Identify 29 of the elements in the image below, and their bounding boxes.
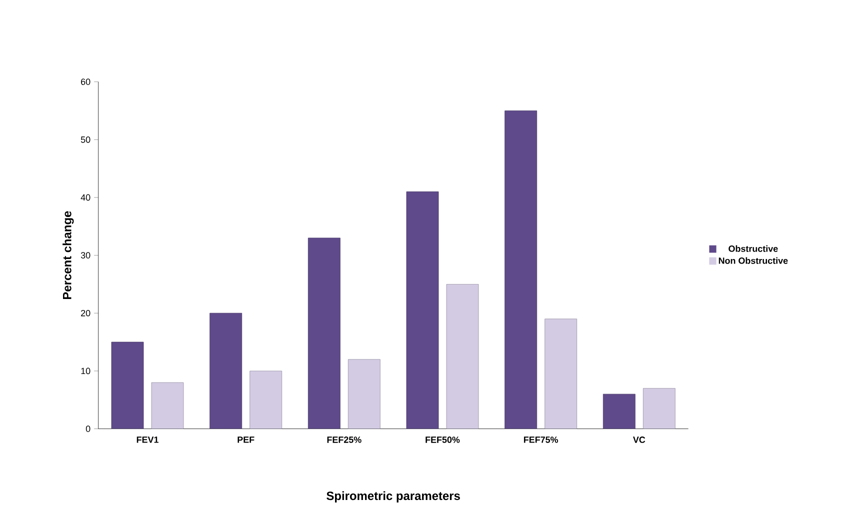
y-tick-label: 10	[81, 368, 90, 374]
y-tick-label: 40	[80, 194, 90, 201]
x-tick-label: FEF25%	[327, 436, 362, 444]
bar	[210, 313, 242, 429]
bar	[446, 284, 479, 429]
bar	[151, 382, 184, 429]
bar	[544, 318, 578, 429]
y-tick-label: 30	[80, 252, 90, 259]
x-tick-label: VC	[633, 436, 646, 444]
bar	[406, 192, 439, 429]
bar	[642, 388, 676, 429]
y-axis-title: Percent change	[62, 211, 74, 300]
bar	[348, 359, 380, 429]
bar	[602, 394, 636, 429]
x-axis-title: Spirometric parameters	[326, 491, 460, 503]
x-tick-label: FEV1	[136, 436, 158, 443]
y-tick-label: 0	[86, 426, 90, 432]
legend-label: Obstructive	[728, 245, 778, 252]
bar	[111, 342, 144, 429]
bar	[504, 110, 538, 429]
x-tick-label: FEF75%	[524, 436, 558, 444]
y-tick-label: 20	[81, 310, 90, 316]
bar	[308, 238, 340, 429]
x-tick-label: FEF50%	[426, 436, 460, 444]
bar	[250, 370, 282, 429]
legend-label: Non Obstructive	[718, 257, 788, 264]
x-tick-label: PEF	[238, 436, 254, 443]
y-tick-label: 50	[80, 136, 90, 143]
y-tick-label: 60	[81, 78, 90, 86]
